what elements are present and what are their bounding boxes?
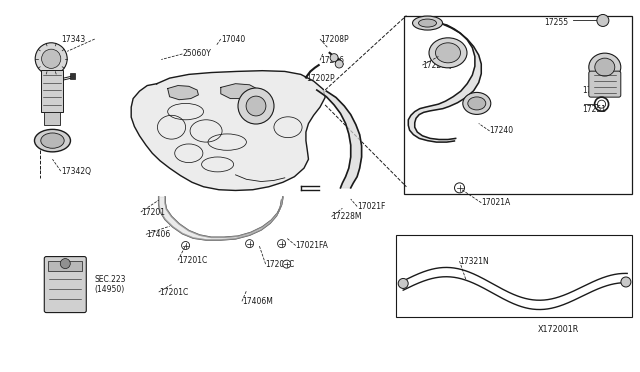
Text: 17021FA: 17021FA xyxy=(296,241,328,250)
Bar xyxy=(70,73,76,79)
Polygon shape xyxy=(168,86,198,100)
Polygon shape xyxy=(131,71,325,190)
Ellipse shape xyxy=(595,58,615,76)
Bar xyxy=(404,16,632,194)
Bar xyxy=(45,112,61,125)
Text: 17321N: 17321N xyxy=(460,257,489,266)
Text: 17251: 17251 xyxy=(582,105,607,114)
Circle shape xyxy=(182,241,189,250)
Text: 17201C: 17201C xyxy=(159,288,188,296)
Text: 17255: 17255 xyxy=(544,18,568,27)
Text: X172001R: X172001R xyxy=(538,325,579,334)
Circle shape xyxy=(398,279,408,288)
Bar xyxy=(42,70,63,112)
Circle shape xyxy=(60,259,70,269)
Text: 25060Y: 25060Y xyxy=(182,49,211,58)
Text: 17021F: 17021F xyxy=(357,202,385,211)
Text: SEC.223: SEC.223 xyxy=(95,275,126,284)
FancyBboxPatch shape xyxy=(44,257,86,312)
Circle shape xyxy=(42,49,61,68)
Ellipse shape xyxy=(435,43,461,63)
Text: 17406M: 17406M xyxy=(242,297,273,306)
Circle shape xyxy=(454,183,465,193)
Circle shape xyxy=(278,240,285,248)
Circle shape xyxy=(330,54,338,62)
Polygon shape xyxy=(159,197,283,240)
Ellipse shape xyxy=(35,129,70,152)
Ellipse shape xyxy=(463,92,491,115)
Text: 17201C: 17201C xyxy=(178,256,207,265)
Circle shape xyxy=(35,43,67,75)
Ellipse shape xyxy=(429,38,467,68)
Ellipse shape xyxy=(589,53,621,81)
Polygon shape xyxy=(317,90,362,188)
Circle shape xyxy=(597,15,609,26)
Text: 17343: 17343 xyxy=(61,35,85,44)
Text: 17228M: 17228M xyxy=(332,212,362,221)
Bar xyxy=(48,260,83,270)
Text: 17240: 17240 xyxy=(490,126,514,135)
Text: 17040: 17040 xyxy=(221,35,245,44)
Text: 17226: 17226 xyxy=(320,56,344,65)
Text: (14950): (14950) xyxy=(95,285,125,294)
Text: 17220Q: 17220Q xyxy=(422,61,452,70)
Circle shape xyxy=(238,88,274,124)
Text: 17021A: 17021A xyxy=(481,198,511,207)
Ellipse shape xyxy=(468,97,486,110)
Ellipse shape xyxy=(41,133,64,148)
Circle shape xyxy=(246,240,253,248)
Text: 17406: 17406 xyxy=(146,230,170,239)
Text: 17201: 17201 xyxy=(141,208,165,217)
Text: 17201C: 17201C xyxy=(266,260,295,269)
Bar xyxy=(396,235,632,317)
Circle shape xyxy=(335,60,343,68)
Polygon shape xyxy=(408,22,481,142)
Circle shape xyxy=(246,96,266,116)
Polygon shape xyxy=(221,84,259,99)
Ellipse shape xyxy=(419,19,436,27)
Ellipse shape xyxy=(413,16,442,30)
Text: 17429: 17429 xyxy=(582,86,607,94)
Text: 17202P: 17202P xyxy=(306,74,335,83)
Circle shape xyxy=(621,277,631,287)
Text: 17208P: 17208P xyxy=(320,35,349,44)
Circle shape xyxy=(283,260,291,268)
Text: 17342Q: 17342Q xyxy=(61,167,91,176)
FancyBboxPatch shape xyxy=(589,71,621,97)
